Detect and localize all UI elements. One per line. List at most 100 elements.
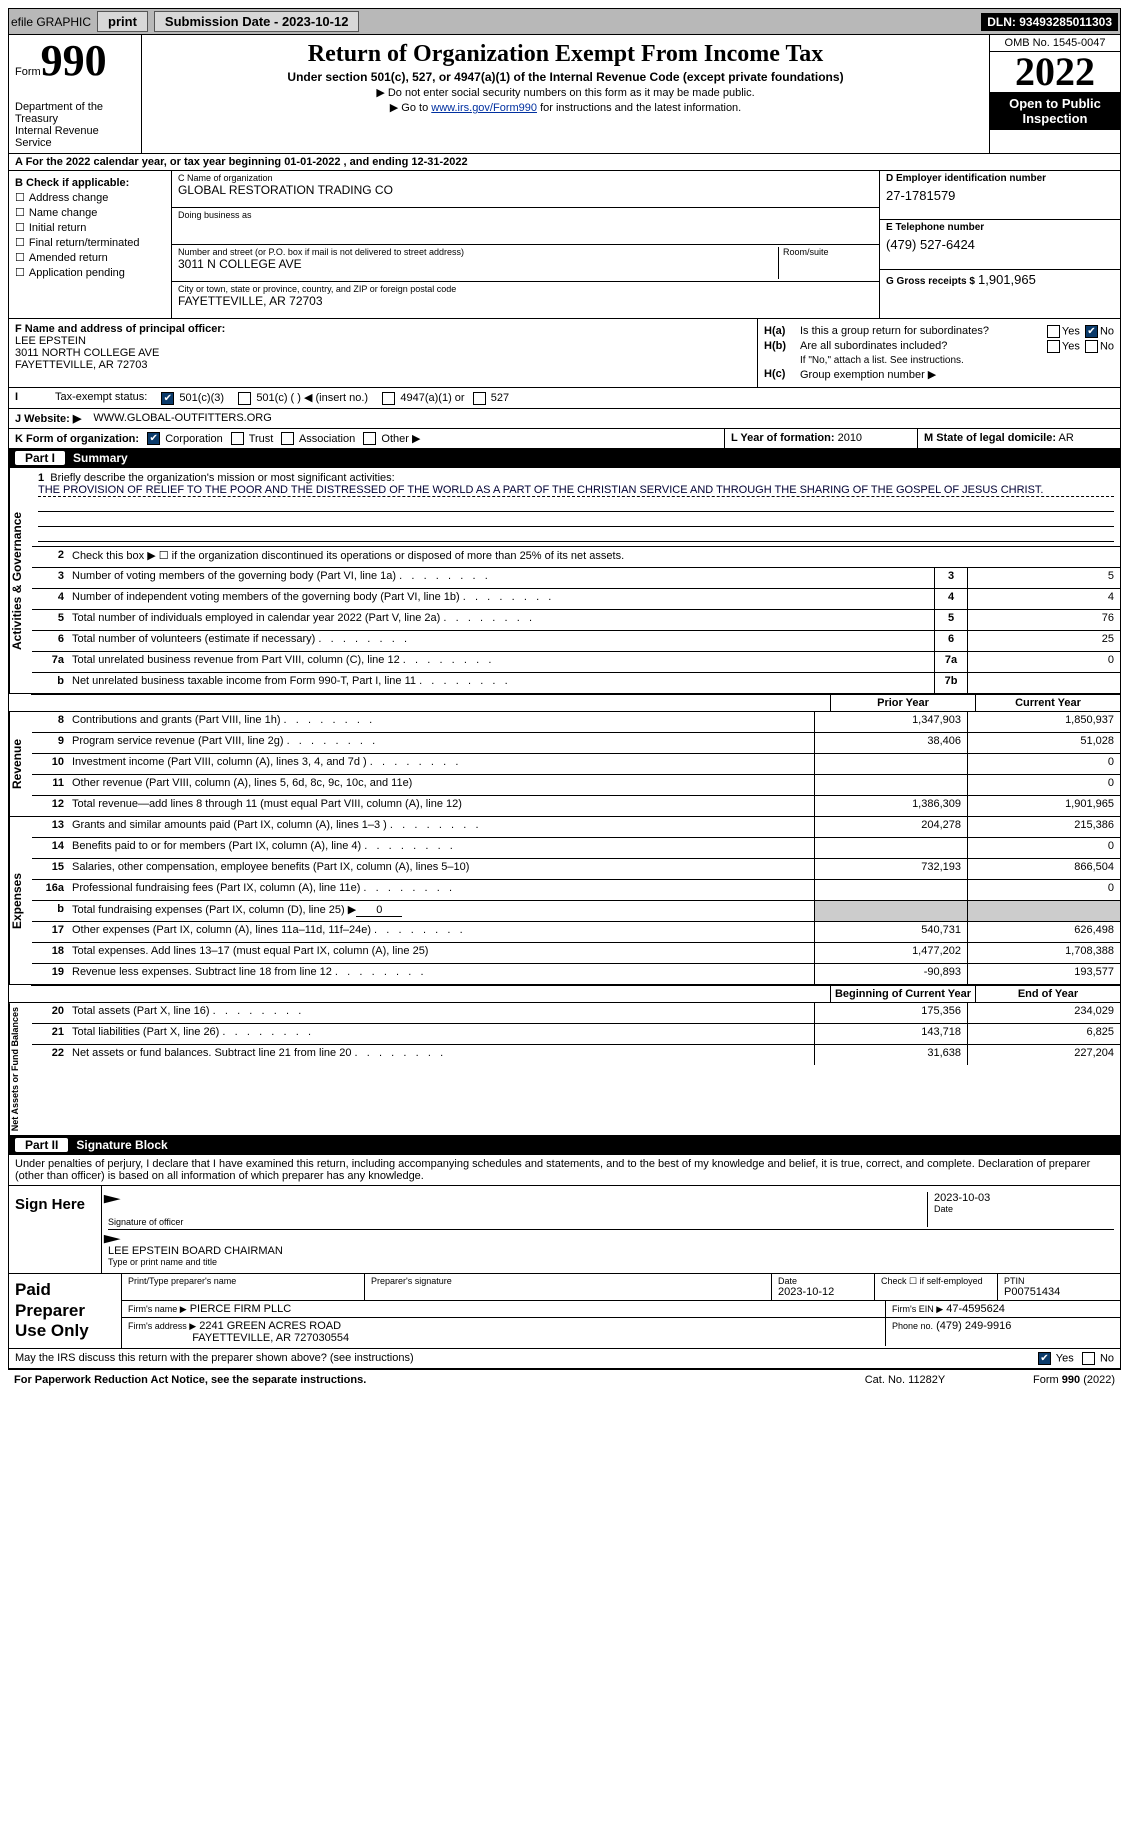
l15-current: 866,504 bbox=[967, 859, 1120, 879]
form-title: Return of Organization Exempt From Incom… bbox=[148, 41, 983, 68]
l4-value: 4 bbox=[967, 589, 1120, 609]
form-word: Form bbox=[15, 66, 41, 78]
l13-current: 215,386 bbox=[967, 817, 1120, 837]
tel-value: (479) 527-6424 bbox=[886, 233, 1114, 252]
ptin-value: P00751434 bbox=[1004, 1286, 1114, 1298]
tax-exempt-label: Tax-exempt status: bbox=[49, 388, 153, 408]
submission-date-button[interactable]: Submission Date - 2023-10-12 bbox=[154, 11, 360, 32]
hb-no[interactable] bbox=[1085, 340, 1098, 353]
street-value: 3011 N COLLEGE AVE bbox=[178, 257, 778, 271]
l1-label: Briefly describe the organization's miss… bbox=[50, 472, 394, 484]
l5-value: 76 bbox=[967, 610, 1120, 630]
dln-label: DLN: 93493285011303 bbox=[981, 13, 1118, 31]
may-irs-no[interactable] bbox=[1082, 1352, 1095, 1365]
l14-prior bbox=[814, 838, 967, 858]
website-value: WWW.GLOBAL-OUTFITTERS.ORG bbox=[87, 409, 1120, 428]
chk-address-change[interactable]: Address change bbox=[15, 191, 165, 204]
officer-addr2: FAYETTEVILLE, AR 72703 bbox=[15, 359, 751, 371]
l22-eoy: 227,204 bbox=[967, 1045, 1120, 1065]
l8-current: 1,850,937 bbox=[967, 712, 1120, 732]
l12-current: 1,901,965 bbox=[967, 796, 1120, 816]
firm-ein: 47-4595624 bbox=[946, 1303, 1005, 1315]
officer-name: LEE EPSTEIN bbox=[15, 335, 751, 347]
section-activities-governance: Activities & Governance 1 Briefly descri… bbox=[8, 468, 1121, 694]
signature-of-officer-label: Signature of officer bbox=[108, 1217, 927, 1227]
boy-header: Beginning of Current Year bbox=[830, 986, 975, 1002]
ein-value: 27-1781579 bbox=[886, 184, 1114, 203]
tax-year: 2022 bbox=[990, 52, 1120, 92]
ha-yes[interactable] bbox=[1047, 325, 1060, 338]
sign-here-block: Sign Here Signature of officer 2023-10-0… bbox=[8, 1186, 1121, 1274]
line-j: J Website: ▶ WWW.GLOBAL-OUTFITTERS.ORG bbox=[8, 409, 1121, 429]
chk-other[interactable] bbox=[363, 432, 376, 445]
self-employed-check[interactable]: Check ☐ if self-employed bbox=[881, 1276, 991, 1287]
current-year-header: Current Year bbox=[975, 695, 1120, 711]
prior-year-header: Prior Year bbox=[830, 695, 975, 711]
website-label: J Website: ▶ bbox=[9, 409, 87, 428]
l2-text: Check this box ▶ ☐ if the organization d… bbox=[68, 547, 1120, 567]
irs-link[interactable]: www.irs.gov/Form990 bbox=[431, 102, 537, 114]
gross-value: 1,901,965 bbox=[978, 268, 1036, 287]
ha-no[interactable]: ✔ bbox=[1085, 325, 1098, 338]
may-irs-yes[interactable]: ✔ bbox=[1038, 1352, 1051, 1365]
officer-addr1: 3011 NORTH COLLEGE AVE bbox=[15, 347, 751, 359]
l21-eoy: 6,825 bbox=[967, 1024, 1120, 1044]
room-label: Room/suite bbox=[783, 247, 873, 257]
line-i: I Tax-exempt status: ✔ 501(c)(3) 501(c) … bbox=[8, 388, 1121, 409]
hb-text: Are all subordinates included? bbox=[800, 340, 1024, 353]
sign-here-label: Sign Here bbox=[9, 1186, 102, 1273]
gross-label: G Gross receipts $ bbox=[886, 276, 975, 287]
perjury-declaration: Under penalties of perjury, I declare th… bbox=[8, 1155, 1121, 1186]
chk-4947[interactable] bbox=[382, 392, 395, 405]
year-formation: 2010 bbox=[838, 432, 862, 444]
l9-current: 51,028 bbox=[967, 733, 1120, 753]
l20-eoy: 234,029 bbox=[967, 1003, 1120, 1023]
l8-prior: 1,347,903 bbox=[814, 712, 967, 732]
hb-yes[interactable] bbox=[1047, 340, 1060, 353]
paid-preparer-block: Paid Preparer Use Only Print/Type prepar… bbox=[8, 1274, 1121, 1348]
chk-trust[interactable] bbox=[231, 432, 244, 445]
ag-vertical-label: Activities & Governance bbox=[9, 468, 32, 693]
sig-date: 2023-10-03 bbox=[934, 1192, 1114, 1204]
chk-527[interactable] bbox=[473, 392, 486, 405]
firm-name: PIERCE FIRM PLLC bbox=[190, 1303, 291, 1315]
l19-prior: -90,893 bbox=[814, 964, 967, 984]
l7a-value: 0 bbox=[967, 652, 1120, 672]
print-button[interactable]: print bbox=[97, 11, 148, 32]
form-subtitle: Under section 501(c), 527, or 4947(a)(1)… bbox=[148, 70, 983, 84]
chk-assoc[interactable] bbox=[281, 432, 294, 445]
l13-prior: 204,278 bbox=[814, 817, 967, 837]
chk-final-return[interactable]: Final return/terminated bbox=[15, 236, 165, 249]
chk-501c3[interactable]: ✔ bbox=[161, 392, 174, 405]
city-label: City or town, state or province, country… bbox=[178, 284, 873, 294]
ssn-warning: ▶ Do not enter social security numbers o… bbox=[148, 86, 983, 99]
l7b-value bbox=[967, 673, 1120, 693]
chk-name-change[interactable]: Name change bbox=[15, 206, 165, 219]
efile-label: efile GRAPHIC bbox=[11, 15, 91, 29]
l20-boy: 175,356 bbox=[814, 1003, 967, 1023]
l22-boy: 31,638 bbox=[814, 1045, 967, 1065]
l3-text: Number of voting members of the governin… bbox=[68, 568, 934, 588]
hc-text: Group exemption number ▶ bbox=[800, 368, 1114, 381]
l6-value: 25 bbox=[967, 631, 1120, 651]
expenses-vertical-label: Expenses bbox=[9, 817, 32, 984]
officer-label: F Name and address of principal officer: bbox=[15, 323, 751, 335]
l21-boy: 143,718 bbox=[814, 1024, 967, 1044]
chk-initial-return[interactable]: Initial return bbox=[15, 221, 165, 234]
chk-corp[interactable]: ✔ bbox=[147, 432, 160, 445]
section-revenue: Revenue 8Contributions and grants (Part … bbox=[8, 712, 1121, 817]
tel-label: E Telephone number bbox=[886, 222, 1114, 233]
form-ref: Form 990 (2022) bbox=[975, 1374, 1115, 1386]
column-f: F Name and address of principal officer:… bbox=[9, 319, 758, 387]
prep-date: 2023-10-12 bbox=[778, 1286, 868, 1298]
l19-current: 193,577 bbox=[967, 964, 1120, 984]
open-to-public: Open to Public Inspection bbox=[990, 92, 1120, 130]
paid-preparer-label: Paid Preparer Use Only bbox=[9, 1274, 122, 1347]
chk-application-pending[interactable]: Application pending bbox=[15, 266, 165, 279]
chk-amended-return[interactable]: Amended return bbox=[15, 251, 165, 264]
column-d: D Employer identification number 27-1781… bbox=[879, 171, 1120, 318]
chk-501c[interactable] bbox=[238, 392, 251, 405]
b-title: B Check if applicable: bbox=[15, 177, 165, 189]
na-vertical-label: Net Assets or Fund Balances bbox=[9, 1003, 32, 1135]
goto-note: ▶ Go to www.irs.gov/Form990 for instruct… bbox=[148, 101, 983, 114]
